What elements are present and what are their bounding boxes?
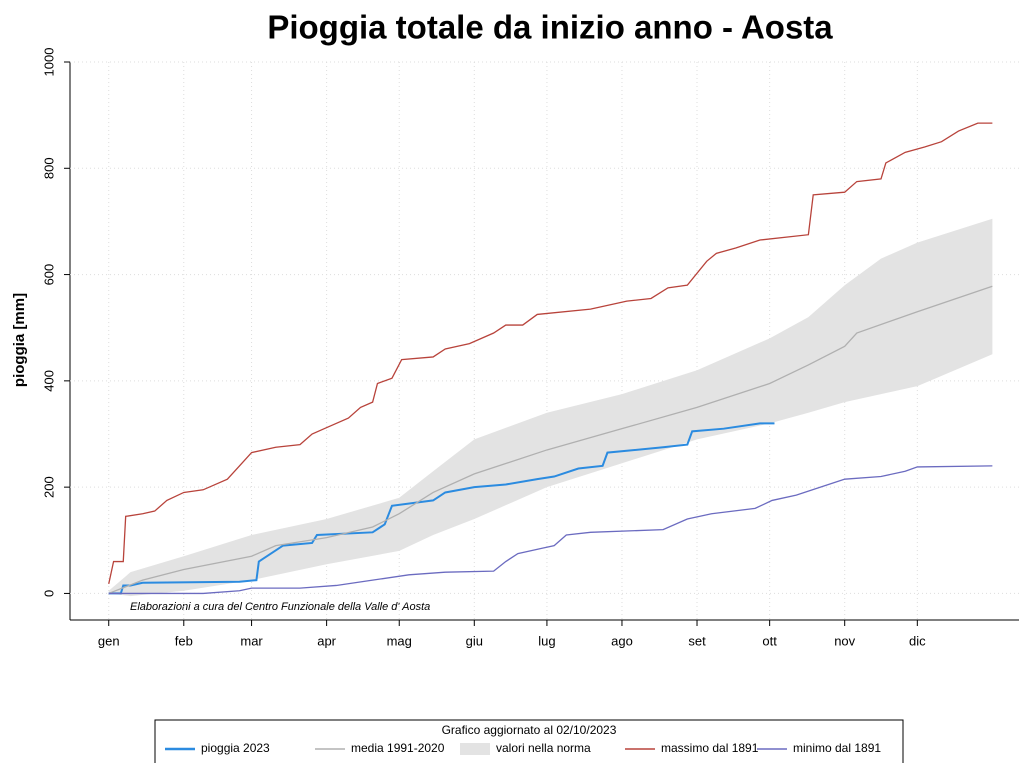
legend-label: minimo dal 1891 [793, 741, 881, 755]
x-tick-label: giu [466, 633, 483, 648]
y-axis-label: pioggia [mm] [11, 293, 28, 387]
y-tick-label: 200 [41, 476, 56, 498]
legend-label: valori nella norma [496, 741, 591, 755]
series-line [108, 465, 993, 595]
x-tick-label: gen [98, 633, 120, 648]
x-tick-label: nov [834, 633, 855, 648]
series-line [108, 422, 775, 595]
norm-band [108, 218, 993, 597]
series-line [108, 122, 993, 585]
legend-title: Grafico aggiornato al 02/10/2023 [442, 723, 617, 737]
series-line [108, 285, 993, 595]
y-tick-label: 400 [41, 370, 56, 392]
y-tick-label: 600 [41, 264, 56, 286]
x-tick-label: mar [240, 633, 263, 648]
y-tick-label: 1000 [41, 48, 56, 77]
x-tick-label: mag [387, 633, 412, 648]
legend-key [460, 743, 490, 755]
legend-label: pioggia 2023 [201, 741, 270, 755]
y-tick-label: 800 [41, 157, 56, 179]
x-tick-label: set [688, 633, 706, 648]
x-tick-label: apr [317, 633, 336, 648]
legend-box [154, 719, 904, 763]
legend-label: media 1991-2020 [351, 741, 445, 755]
x-tick-label: feb [175, 633, 193, 648]
annotation: Elaborazioni a cura del Centro Funzional… [130, 601, 430, 613]
chart-title: Pioggia totale da inizio anno - Aosta [267, 9, 833, 46]
x-tick-label: ott [762, 633, 777, 648]
x-tick-label: lug [538, 633, 555, 648]
x-tick-label: ago [611, 633, 633, 648]
y-tick-label: 0 [41, 590, 56, 597]
legend-label: massimo dal 1891 [661, 741, 759, 755]
x-tick-label: dic [909, 633, 926, 648]
